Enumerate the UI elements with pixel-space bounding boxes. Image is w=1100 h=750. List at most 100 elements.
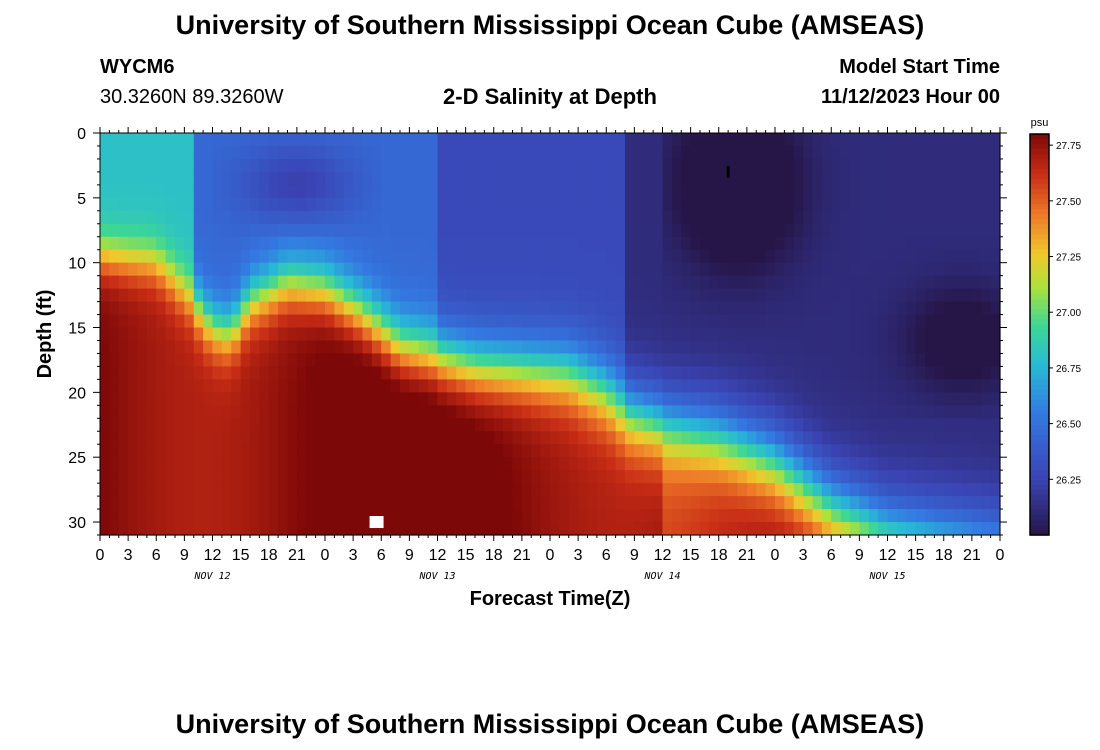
- heatmap-cell: [475, 223, 485, 238]
- heatmap-cell: [559, 340, 570, 355]
- colorbar-cell: [1030, 424, 1049, 431]
- heatmap-cell: [587, 327, 598, 342]
- heatmap-cell: [709, 275, 720, 290]
- heatmap-cell: [325, 522, 335, 536]
- heatmap-cell: [475, 158, 485, 173]
- heatmap-cell: [409, 340, 420, 355]
- heatmap-cell: [493, 145, 504, 160]
- heatmap-cell: [718, 249, 729, 264]
- heatmap-cell: [221, 145, 232, 160]
- heatmap-cell: [765, 184, 776, 199]
- heatmap-cell: [671, 522, 682, 536]
- heatmap-cell: [456, 197, 467, 212]
- heatmap-cell: [268, 184, 279, 199]
- heatmap-cell: [100, 171, 110, 186]
- heatmap-cell: [146, 223, 157, 238]
- heatmap-cell: [681, 262, 692, 277]
- heatmap-cell: [156, 431, 167, 445]
- heatmap-cell: [521, 379, 532, 393]
- heatmap-cell: [953, 301, 964, 316]
- heatmap-cell: [203, 197, 214, 212]
- heatmap-cell: [128, 353, 139, 368]
- heatmap-cell: [850, 197, 860, 212]
- heatmap-cell: [709, 444, 720, 458]
- heatmap-cell: [193, 496, 204, 510]
- heatmap-cell: [137, 353, 148, 368]
- heatmap-cell: [184, 379, 195, 393]
- heatmap-cell: [156, 288, 167, 303]
- heatmap-cell: [418, 509, 429, 523]
- heatmap-cell: [775, 171, 785, 186]
- heatmap-cell: [859, 288, 870, 303]
- heatmap-cell: [475, 353, 485, 368]
- heatmap-cell: [428, 145, 439, 160]
- heatmap-cell: [109, 431, 120, 445]
- heatmap-cell: [559, 366, 570, 380]
- heatmap-cell: [737, 405, 748, 419]
- heatmap-cell: [643, 444, 654, 458]
- heatmap-cell: [812, 301, 823, 316]
- heatmap-cell: [634, 184, 645, 199]
- heatmap-cell: [896, 392, 907, 406]
- heatmap-cell: [925, 288, 935, 303]
- heatmap-cell: [606, 197, 617, 212]
- heatmap-cell: [793, 236, 804, 251]
- heatmap-cell: [784, 133, 795, 147]
- heatmap-cell: [128, 431, 139, 445]
- heatmap-cell: [765, 197, 776, 212]
- heatmap-cell: [681, 366, 692, 380]
- heatmap-cell: [634, 366, 645, 380]
- heatmap-cell: [746, 262, 757, 277]
- heatmap-cell: [503, 392, 514, 406]
- heatmap-cell: [437, 249, 448, 264]
- heatmap-cell: [418, 340, 429, 355]
- heatmap-cell: [550, 262, 560, 277]
- heatmap-cell: [484, 275, 495, 290]
- heatmap-cell: [475, 314, 485, 329]
- heatmap-cell: [465, 210, 476, 225]
- heatmap-cell: [531, 418, 542, 432]
- heatmap-cell: [296, 262, 307, 277]
- heatmap-cell: [306, 405, 317, 419]
- heatmap-cell: [475, 249, 485, 264]
- heatmap-cell: [212, 340, 223, 355]
- heatmap-cell: [484, 314, 495, 329]
- heatmap-cell: [615, 418, 626, 432]
- heatmap-cell: [850, 418, 860, 432]
- heatmap-cell: [962, 197, 973, 212]
- heatmap-cell: [287, 249, 298, 264]
- heatmap-cell: [850, 327, 860, 342]
- heatmap-cell: [475, 444, 485, 458]
- heatmap-cell: [296, 470, 307, 484]
- heatmap-cell: [362, 418, 373, 432]
- heatmap-cell: [990, 301, 1001, 316]
- heatmap-cell: [878, 249, 889, 264]
- colorbar-cell: [1030, 479, 1049, 486]
- heatmap-cell: [671, 509, 682, 523]
- heatmap-cell: [296, 509, 307, 523]
- heatmap-cell: [193, 340, 204, 355]
- heatmap-cell: [437, 470, 448, 484]
- heatmap-cell: [118, 184, 129, 199]
- heatmap-cell: [165, 483, 176, 497]
- heatmap-cell: [718, 133, 729, 147]
- heatmap-cell: [493, 288, 504, 303]
- heatmap-cell: [203, 262, 214, 277]
- heatmap-cell: [475, 392, 485, 406]
- heatmap-cell: [418, 392, 429, 406]
- heatmap-cell: [765, 522, 776, 536]
- heatmap-cell: [606, 262, 617, 277]
- heatmap-cell: [840, 444, 851, 458]
- heatmap-cell: [568, 249, 579, 264]
- heatmap-cell: [821, 470, 832, 484]
- heatmap-cell: [521, 392, 532, 406]
- heatmap-cell: [146, 158, 157, 173]
- heatmap-cell: [456, 210, 467, 225]
- heatmap-cell: [268, 145, 279, 160]
- heatmap-cell: [568, 496, 579, 510]
- heatmap-cell: [446, 133, 457, 147]
- heatmap-cell: [212, 509, 223, 523]
- heatmap-cell: [259, 236, 270, 251]
- heatmap-cell: [221, 210, 232, 225]
- heatmap-cell: [850, 236, 860, 251]
